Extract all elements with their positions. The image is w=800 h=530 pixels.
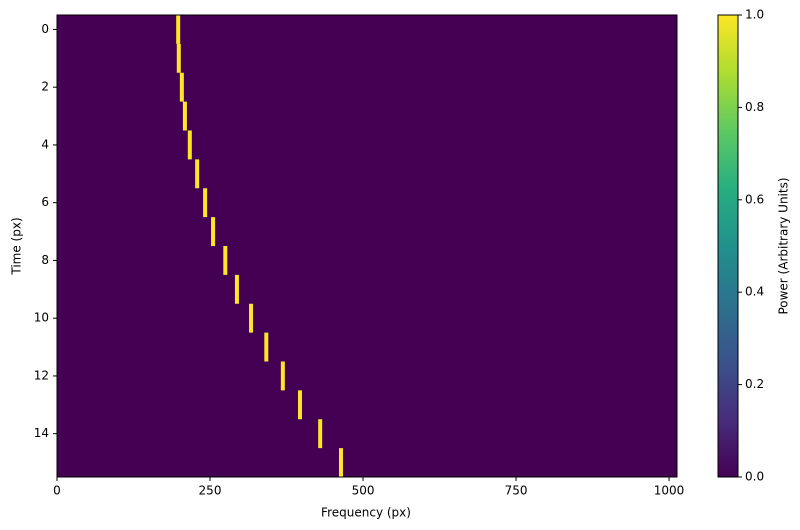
peak-cell <box>223 246 228 275</box>
peak-cell <box>234 274 239 304</box>
y-tick-label: 0 <box>41 22 49 36</box>
colorbar-tick-label: 0.2 <box>745 377 764 391</box>
y-tick-label: 14 <box>34 426 49 440</box>
peak-cell <box>264 332 269 362</box>
peak-cell <box>179 72 184 102</box>
peak-cell <box>176 15 181 44</box>
colorbar-label: Power (Arbitrary Units) <box>777 177 791 314</box>
peak-cell <box>182 101 187 131</box>
y-tick-label: 6 <box>41 195 49 209</box>
plot-frame <box>56 14 678 478</box>
x-tick-label: 250 <box>199 484 222 498</box>
peak-cell <box>187 130 192 160</box>
peak-cell <box>280 361 285 391</box>
y-tick-label: 8 <box>41 253 49 267</box>
x-tick-label: 1000 <box>654 484 685 498</box>
x-axis-label: Frequency (px) <box>321 506 411 520</box>
x-tick-label: 750 <box>505 484 528 498</box>
y-tick-label: 12 <box>34 368 49 382</box>
colorbar-tick-label: 0.6 <box>745 192 764 206</box>
peak-cell <box>195 159 200 189</box>
x-tick-label: 500 <box>352 484 375 498</box>
peak-cell <box>176 43 181 73</box>
peak-cell <box>249 303 254 333</box>
colorbar-tick-label: 0.0 <box>745 470 764 484</box>
colorbar-tick-label: 0.4 <box>745 285 764 299</box>
y-tick-label: 10 <box>34 311 49 325</box>
x-tick-label: 0 <box>53 484 61 498</box>
colorbar-tick-label: 0.8 <box>745 100 764 114</box>
y-tick-label: 4 <box>41 137 49 151</box>
heatmap-background <box>57 15 677 477</box>
y-axis-label: Time (px) <box>10 217 24 275</box>
colorbar-tick-label: 1.0 <box>745 8 764 22</box>
colorbar <box>717 14 739 478</box>
peak-cell <box>338 448 343 477</box>
peak-cell <box>318 419 323 449</box>
peak-cell <box>203 188 208 218</box>
peak-cell <box>211 217 216 246</box>
y-tick-label: 2 <box>41 80 49 94</box>
peak-cell <box>297 390 302 420</box>
